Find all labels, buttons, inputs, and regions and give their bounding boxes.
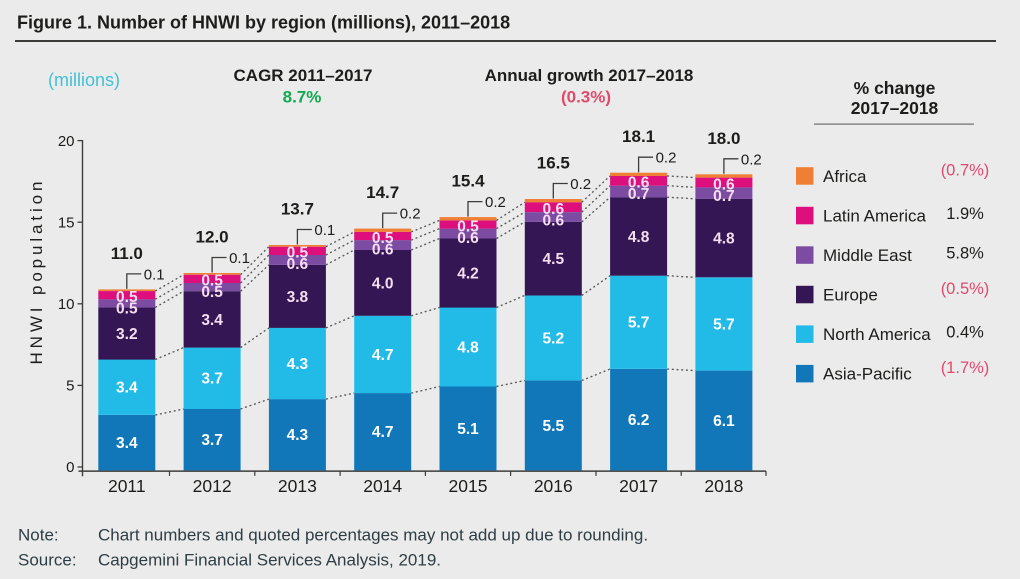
svg-text:(1.7%): (1.7%) (941, 359, 990, 377)
svg-text:6.2: 6.2 (628, 412, 650, 429)
svg-text:4.3: 4.3 (287, 356, 309, 373)
svg-text:5.7: 5.7 (628, 315, 650, 332)
svg-text:5.1: 5.1 (457, 421, 479, 438)
svg-text:3.2: 3.2 (116, 326, 138, 343)
svg-text:4.0: 4.0 (372, 275, 394, 292)
svg-text:0: 0 (66, 459, 74, 476)
svg-text:20: 20 (58, 133, 75, 150)
svg-text:Europe: Europe (823, 285, 878, 304)
svg-text:Middle East: Middle East (823, 246, 912, 265)
svg-text:1.9%: 1.9% (946, 205, 984, 223)
svg-text:16.5: 16.5 (537, 154, 570, 173)
svg-text:18.1: 18.1 (622, 127, 655, 146)
svg-text:2012: 2012 (193, 476, 232, 496)
svg-text:Figure 1. Number of HNWI by re: Figure 1. Number of HNWI by region (mill… (17, 13, 510, 33)
svg-text:15: 15 (58, 214, 75, 231)
svg-text:2016: 2016 (534, 476, 573, 496)
svg-text:4.8: 4.8 (713, 231, 735, 248)
svg-text:0.6: 0.6 (628, 175, 650, 192)
svg-text:13.7: 13.7 (281, 200, 314, 219)
svg-text:2013: 2013 (278, 476, 317, 496)
svg-text:% change: % change (854, 78, 936, 98)
svg-text:North America: North America (823, 325, 931, 344)
svg-text:5.5: 5.5 (543, 418, 565, 435)
svg-text:8.7%: 8.7% (283, 88, 322, 107)
svg-text:Africa: Africa (823, 167, 867, 186)
svg-text:2018: 2018 (704, 476, 743, 496)
svg-text:0.2: 0.2 (485, 194, 506, 211)
svg-text:3.4: 3.4 (116, 380, 138, 397)
svg-text:4.3: 4.3 (287, 427, 309, 444)
svg-text:Note:: Note: (18, 526, 59, 545)
svg-text:3.7: 3.7 (201, 371, 223, 388)
svg-text:Annual growth 2017–2018: Annual growth 2017–2018 (485, 66, 694, 85)
svg-text:0.2: 0.2 (741, 151, 762, 168)
svg-text:3.4: 3.4 (201, 312, 223, 329)
svg-text:6.1: 6.1 (713, 413, 735, 430)
svg-text:5.8%: 5.8% (946, 244, 984, 262)
svg-text:4.8: 4.8 (628, 229, 650, 246)
svg-text:4.2: 4.2 (457, 265, 479, 282)
svg-text:4.8: 4.8 (457, 339, 479, 356)
svg-text:3.4: 3.4 (116, 435, 138, 452)
svg-text:0.1: 0.1 (314, 222, 335, 239)
svg-text:14.7: 14.7 (366, 183, 399, 202)
svg-text:0.5: 0.5 (116, 289, 138, 306)
svg-text:Latin America: Latin America (823, 206, 927, 225)
svg-text:5.7: 5.7 (713, 316, 735, 333)
svg-text:(0.5%): (0.5%) (941, 280, 990, 298)
svg-text:0.2: 0.2 (656, 150, 677, 167)
svg-text:10: 10 (58, 296, 75, 313)
svg-text:18.0: 18.0 (707, 129, 740, 148)
svg-text:CAGR 2011–2017: CAGR 2011–2017 (234, 66, 373, 85)
svg-text:3.7: 3.7 (201, 432, 223, 449)
svg-text:(0.3%): (0.3%) (561, 88, 611, 107)
svg-text:5: 5 (66, 378, 74, 395)
svg-text:0.5: 0.5 (457, 218, 479, 235)
svg-text:0.6: 0.6 (543, 213, 565, 230)
svg-text:0.6: 0.6 (713, 176, 735, 193)
svg-text:Capgemini Financial Services A: Capgemini Financial Services Analysis, 2… (98, 550, 441, 569)
svg-text:(0.7%): (0.7%) (941, 161, 990, 179)
svg-text:0.5: 0.5 (372, 230, 394, 247)
svg-text:2011: 2011 (108, 476, 146, 496)
svg-text:0.1: 0.1 (229, 250, 250, 267)
svg-text:(millions): (millions) (48, 70, 120, 90)
svg-text:0.2: 0.2 (400, 206, 421, 223)
svg-text:HNWI population: HNWI population (27, 182, 46, 365)
svg-text:Source:: Source: (18, 550, 77, 569)
svg-text:0.6: 0.6 (372, 241, 394, 258)
svg-text:0.6: 0.6 (287, 256, 309, 273)
svg-text:4.7: 4.7 (372, 347, 394, 364)
svg-text:2017–2018: 2017–2018 (851, 98, 939, 118)
svg-text:0.5: 0.5 (201, 284, 223, 301)
svg-text:4.7: 4.7 (372, 424, 394, 441)
svg-text:2014: 2014 (363, 476, 402, 496)
svg-text:11.0: 11.0 (111, 244, 143, 263)
svg-text:2017: 2017 (619, 476, 658, 496)
svg-text:0.5: 0.5 (201, 273, 223, 290)
svg-text:5.2: 5.2 (543, 330, 565, 347)
svg-text:2015: 2015 (449, 476, 488, 496)
svg-text:Chart numbers and quoted perce: Chart numbers and quoted percentages may… (98, 526, 648, 545)
svg-text:0.6: 0.6 (543, 201, 565, 218)
svg-text:15.4: 15.4 (451, 172, 485, 191)
svg-text:0.7: 0.7 (628, 186, 650, 203)
svg-text:12.0: 12.0 (196, 228, 229, 247)
svg-text:Asia-Pacific: Asia-Pacific (823, 365, 912, 384)
svg-text:4.5: 4.5 (543, 251, 565, 268)
svg-text:0.1: 0.1 (144, 266, 165, 283)
svg-text:0.7: 0.7 (713, 188, 735, 205)
svg-text:3.8: 3.8 (287, 289, 309, 306)
svg-text:0.4%: 0.4% (946, 324, 984, 342)
svg-text:0.6: 0.6 (457, 230, 479, 247)
svg-text:0.5: 0.5 (116, 301, 138, 318)
svg-text:0.2: 0.2 (570, 176, 591, 193)
svg-text:0.5: 0.5 (287, 245, 309, 262)
